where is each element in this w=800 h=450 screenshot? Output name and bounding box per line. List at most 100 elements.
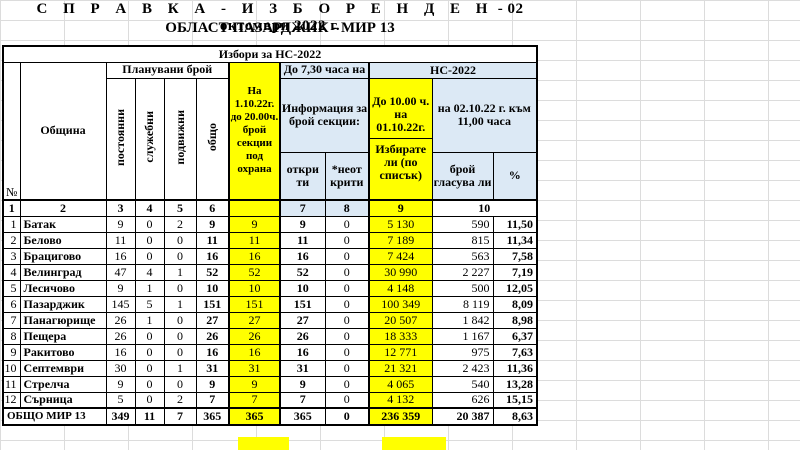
table-row: 9 Ракитово 16 0 0 16 16 16 0 12 771 975 7,63 (2, 343, 538, 361)
col-mobile-header: подвижни (163, 77, 197, 201)
col-opened-header: откри ти (279, 151, 326, 201)
colnum-8: 8 (324, 199, 370, 217)
cell-tot: 9 (195, 215, 230, 233)
table-row: 11 Стрелча 9 0 0 9 9 9 0 4 065 540 13,28 (2, 375, 538, 393)
cell-nopen: 0 (324, 263, 370, 281)
cell-voters: 4 148 (368, 279, 433, 297)
report-title-main: С П Р А В К А - И З Б О Р Е Н Д Е Н (36, 1, 494, 17)
table-row: 3 Брацигово 16 0 0 16 16 16 0 7 424 563 7,58 (2, 247, 538, 265)
table-row: 8 Пещера 26 0 0 26 26 26 0 18 333 1 167 6,37 (2, 327, 538, 345)
cell-perm: 9 (105, 279, 136, 297)
cell-n: 9 (2, 343, 21, 361)
cell-mob: 2 (163, 215, 197, 233)
cell-off: 5 (134, 295, 165, 313)
cell-name: Белово (19, 231, 107, 249)
total-row: ОБЩО МИР 13 349 11 7 365 365 365 0 236 359 20 387… (2, 407, 538, 426)
cell-off: 0 (134, 247, 165, 265)
official-label: служебни (142, 111, 156, 164)
cell-pct: 12,05 (492, 279, 538, 297)
cell-nopen: 0 (324, 375, 370, 393)
cell-grd: 52 (228, 263, 281, 281)
total-mob: 7 (163, 407, 197, 426)
total-tot: 365 (195, 407, 230, 426)
cell-perm: 11 (105, 231, 136, 249)
cell-n: 12 (2, 391, 21, 409)
cell-n: 1 (2, 215, 21, 233)
cell-pct: 11,36 (492, 359, 538, 377)
cell-pct: 13,28 (492, 375, 538, 393)
table-row: 7 Панагюрище 26 1 0 27 27 27 0 20 507 1 842 8,98 (2, 311, 538, 329)
cell-voted: 2 227 (431, 263, 494, 281)
cell-voters: 7 424 (368, 247, 433, 265)
cell-nopen: 0 (324, 391, 370, 409)
cell-name: Септември (19, 359, 107, 377)
cell-n: 7 (2, 311, 21, 329)
cell-voters: 18 333 (368, 327, 433, 345)
colnum-9: 9 (368, 199, 433, 217)
cell-mob: 0 (163, 327, 197, 345)
colnum-3: 3 (105, 199, 136, 217)
col-no-header: № (2, 61, 21, 201)
cell-open: 9 (279, 375, 326, 393)
cell-off: 0 (134, 231, 165, 249)
cell-nopen: 0 (324, 247, 370, 265)
cell-voters: 30 990 (368, 263, 433, 281)
until10-label: До 10.00 ч. на 01.10.22г. (371, 95, 431, 140)
cell-off: 1 (134, 311, 165, 329)
table-row: 12 Сърница 5 0 2 7 7 7 0 4 132 626 15,15 (2, 391, 538, 409)
cell-pct: 11,50 (492, 215, 538, 233)
cell-perm: 26 (105, 311, 136, 329)
cell-pct: 6,37 (492, 327, 538, 345)
table-row: 1 Батак 9 0 2 9 9 9 0 5 130 590 11,50 (2, 215, 538, 233)
permanent-label: постоянни (113, 108, 127, 166)
col-notopened-header: *неот крити (324, 151, 370, 201)
cell-off: 0 (134, 359, 165, 377)
cell-off: 1 (134, 279, 165, 297)
total-voted: 20 387 (431, 407, 494, 426)
cell-nopen: 0 (324, 311, 370, 329)
cell-tot: 26 (195, 327, 230, 345)
cell-perm: 30 (105, 359, 136, 377)
cell-name: Панагюрище (19, 311, 107, 329)
cell-nopen: 0 (324, 327, 370, 345)
cell-perm: 16 (105, 247, 136, 265)
total-nopen: 0 (324, 407, 370, 426)
cell-n: 10 (2, 359, 21, 377)
cell-n: 5 (2, 279, 21, 297)
cell-n: 3 (2, 247, 21, 265)
cell-n: 4 (2, 263, 21, 281)
cell-mob: 1 (163, 359, 197, 377)
cell-pct: 7,58 (492, 247, 538, 265)
planned-sections-label: Планувани брой секции (122, 63, 213, 77)
cell-tot: 7 (195, 391, 230, 409)
cell-name: Лесичово (19, 279, 107, 297)
cell-open: 16 (279, 343, 326, 361)
total-open: 365 (279, 407, 326, 426)
cell-nopen: 0 (324, 231, 370, 249)
table-row: 10 Септември 30 0 1 31 31 31 0 21 321 2 423 11,36 (2, 359, 538, 377)
cell-tot: 11 (195, 231, 230, 249)
cell-voted: 626 (431, 391, 494, 409)
cell-mob: 0 (163, 279, 197, 297)
cell-mob: 0 (163, 247, 197, 265)
cell-pct: 15,15 (492, 391, 538, 409)
cell-voted: 1 842 (431, 311, 494, 329)
total-label: ОБЩО МИР 13 (2, 407, 107, 426)
cell-pct: 11,34 (492, 231, 538, 249)
cell-open: 151 (279, 295, 326, 313)
cell-perm: 9 (105, 375, 136, 393)
cell-n: 2 (2, 231, 21, 249)
cell-off: 4 (134, 263, 165, 281)
cell-open: 26 (279, 327, 326, 345)
column-number-row: 1 2 3 4 5 6 7 8 9 10 (2, 199, 538, 217)
cell-mob: 2 (163, 391, 197, 409)
cell-voters: 100 349 (368, 295, 433, 313)
cell-name: Брацигово (19, 247, 107, 265)
cell-mob: 0 (163, 375, 197, 393)
cell-open: 10 (279, 279, 326, 297)
cell-name: Стрелча (19, 375, 107, 393)
cell-off: 0 (134, 327, 165, 345)
col-permanent-header: постоянни (105, 77, 136, 201)
cell-grd: 11 (228, 231, 281, 249)
colnum-5: 5 (163, 199, 197, 217)
